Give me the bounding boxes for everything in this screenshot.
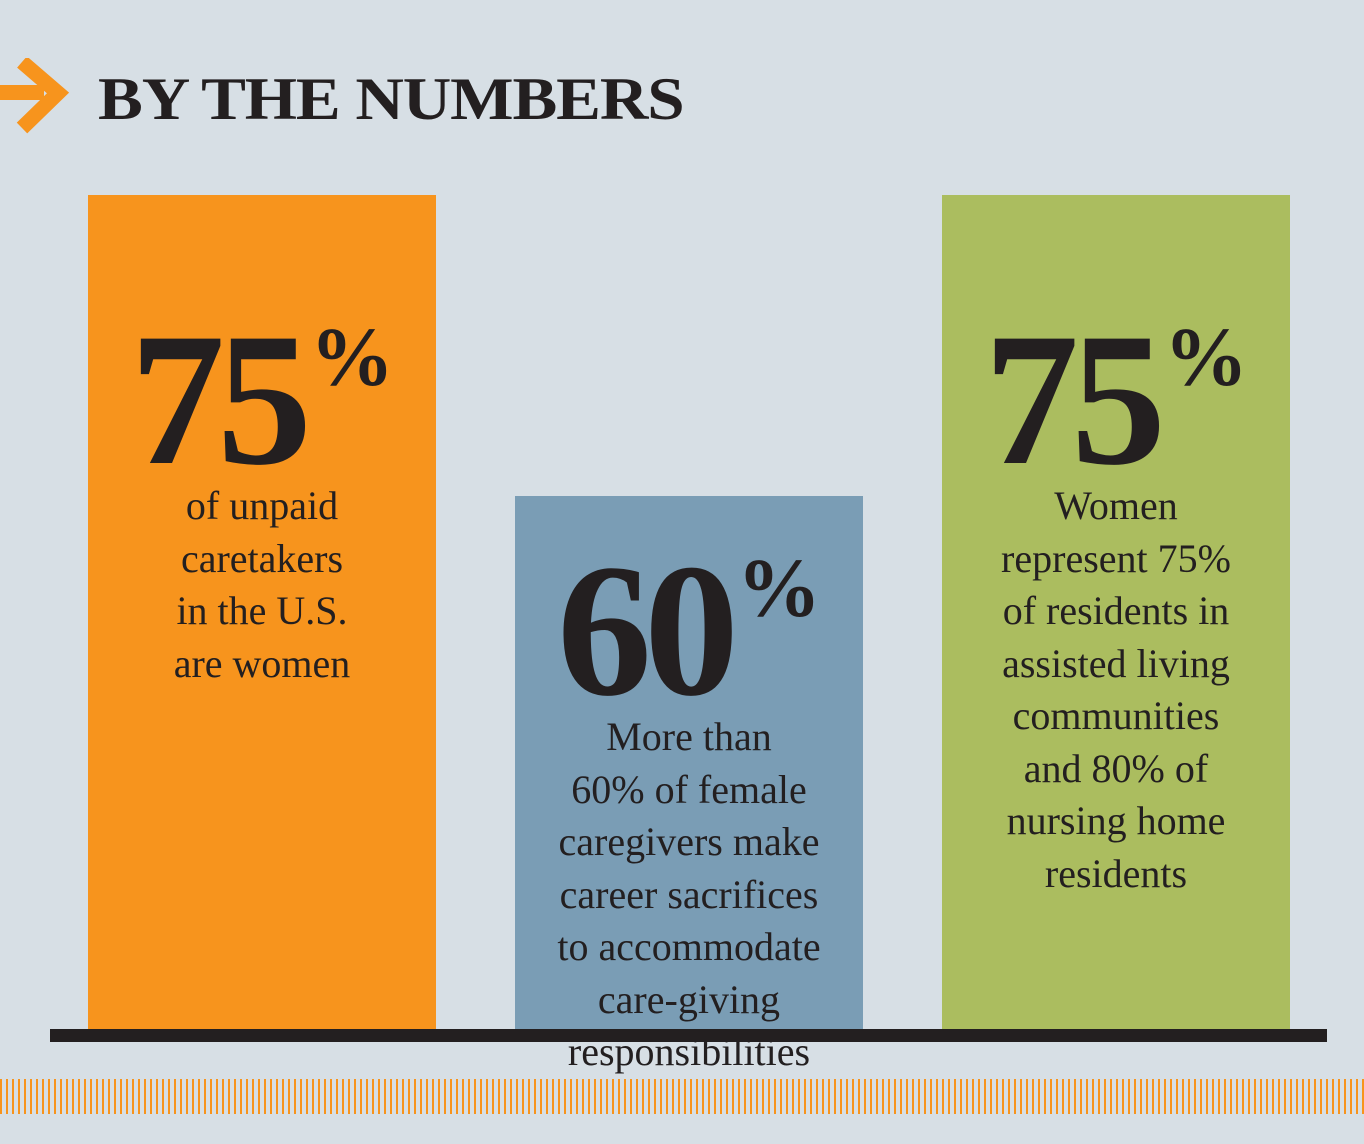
bar-chart: 75% of unpaid caretakers in the U.S. are …: [88, 195, 1290, 1074]
percent-sign: %: [310, 311, 394, 404]
percent-sign: %: [737, 542, 821, 635]
bar-3: 75% Women represent 75% of residents in a…: [942, 195, 1290, 1030]
value-number: 75: [130, 295, 312, 505]
arrow-right-icon: [0, 58, 70, 134]
bar-description: of unpaid caretakers in the U.S. are wom…: [173, 483, 351, 686]
decorative-tick-border: [0, 1079, 1364, 1114]
bar-value-label: 75%: [88, 295, 436, 505]
value-number: 75: [984, 295, 1166, 505]
value-number: 60: [557, 526, 739, 736]
header: BY THE NUMBERS: [0, 58, 800, 138]
percent-sign: %: [1164, 311, 1248, 404]
bar-value-label: 60%: [515, 526, 863, 736]
bar-1: 75% of unpaid caretakers in the U.S. are …: [88, 195, 436, 1030]
bar-value-label: 75%: [942, 295, 1290, 505]
chart-baseline: [50, 1029, 1327, 1042]
bar-description: More than 60% of female caregivers make …: [557, 714, 821, 1074]
bar-description: Women represent 75% of residents in assi…: [1001, 483, 1231, 896]
bar-2: 60% More than 60% of female caregivers ma…: [515, 496, 863, 1074]
page-title: BY THE NUMBERS: [98, 66, 685, 132]
